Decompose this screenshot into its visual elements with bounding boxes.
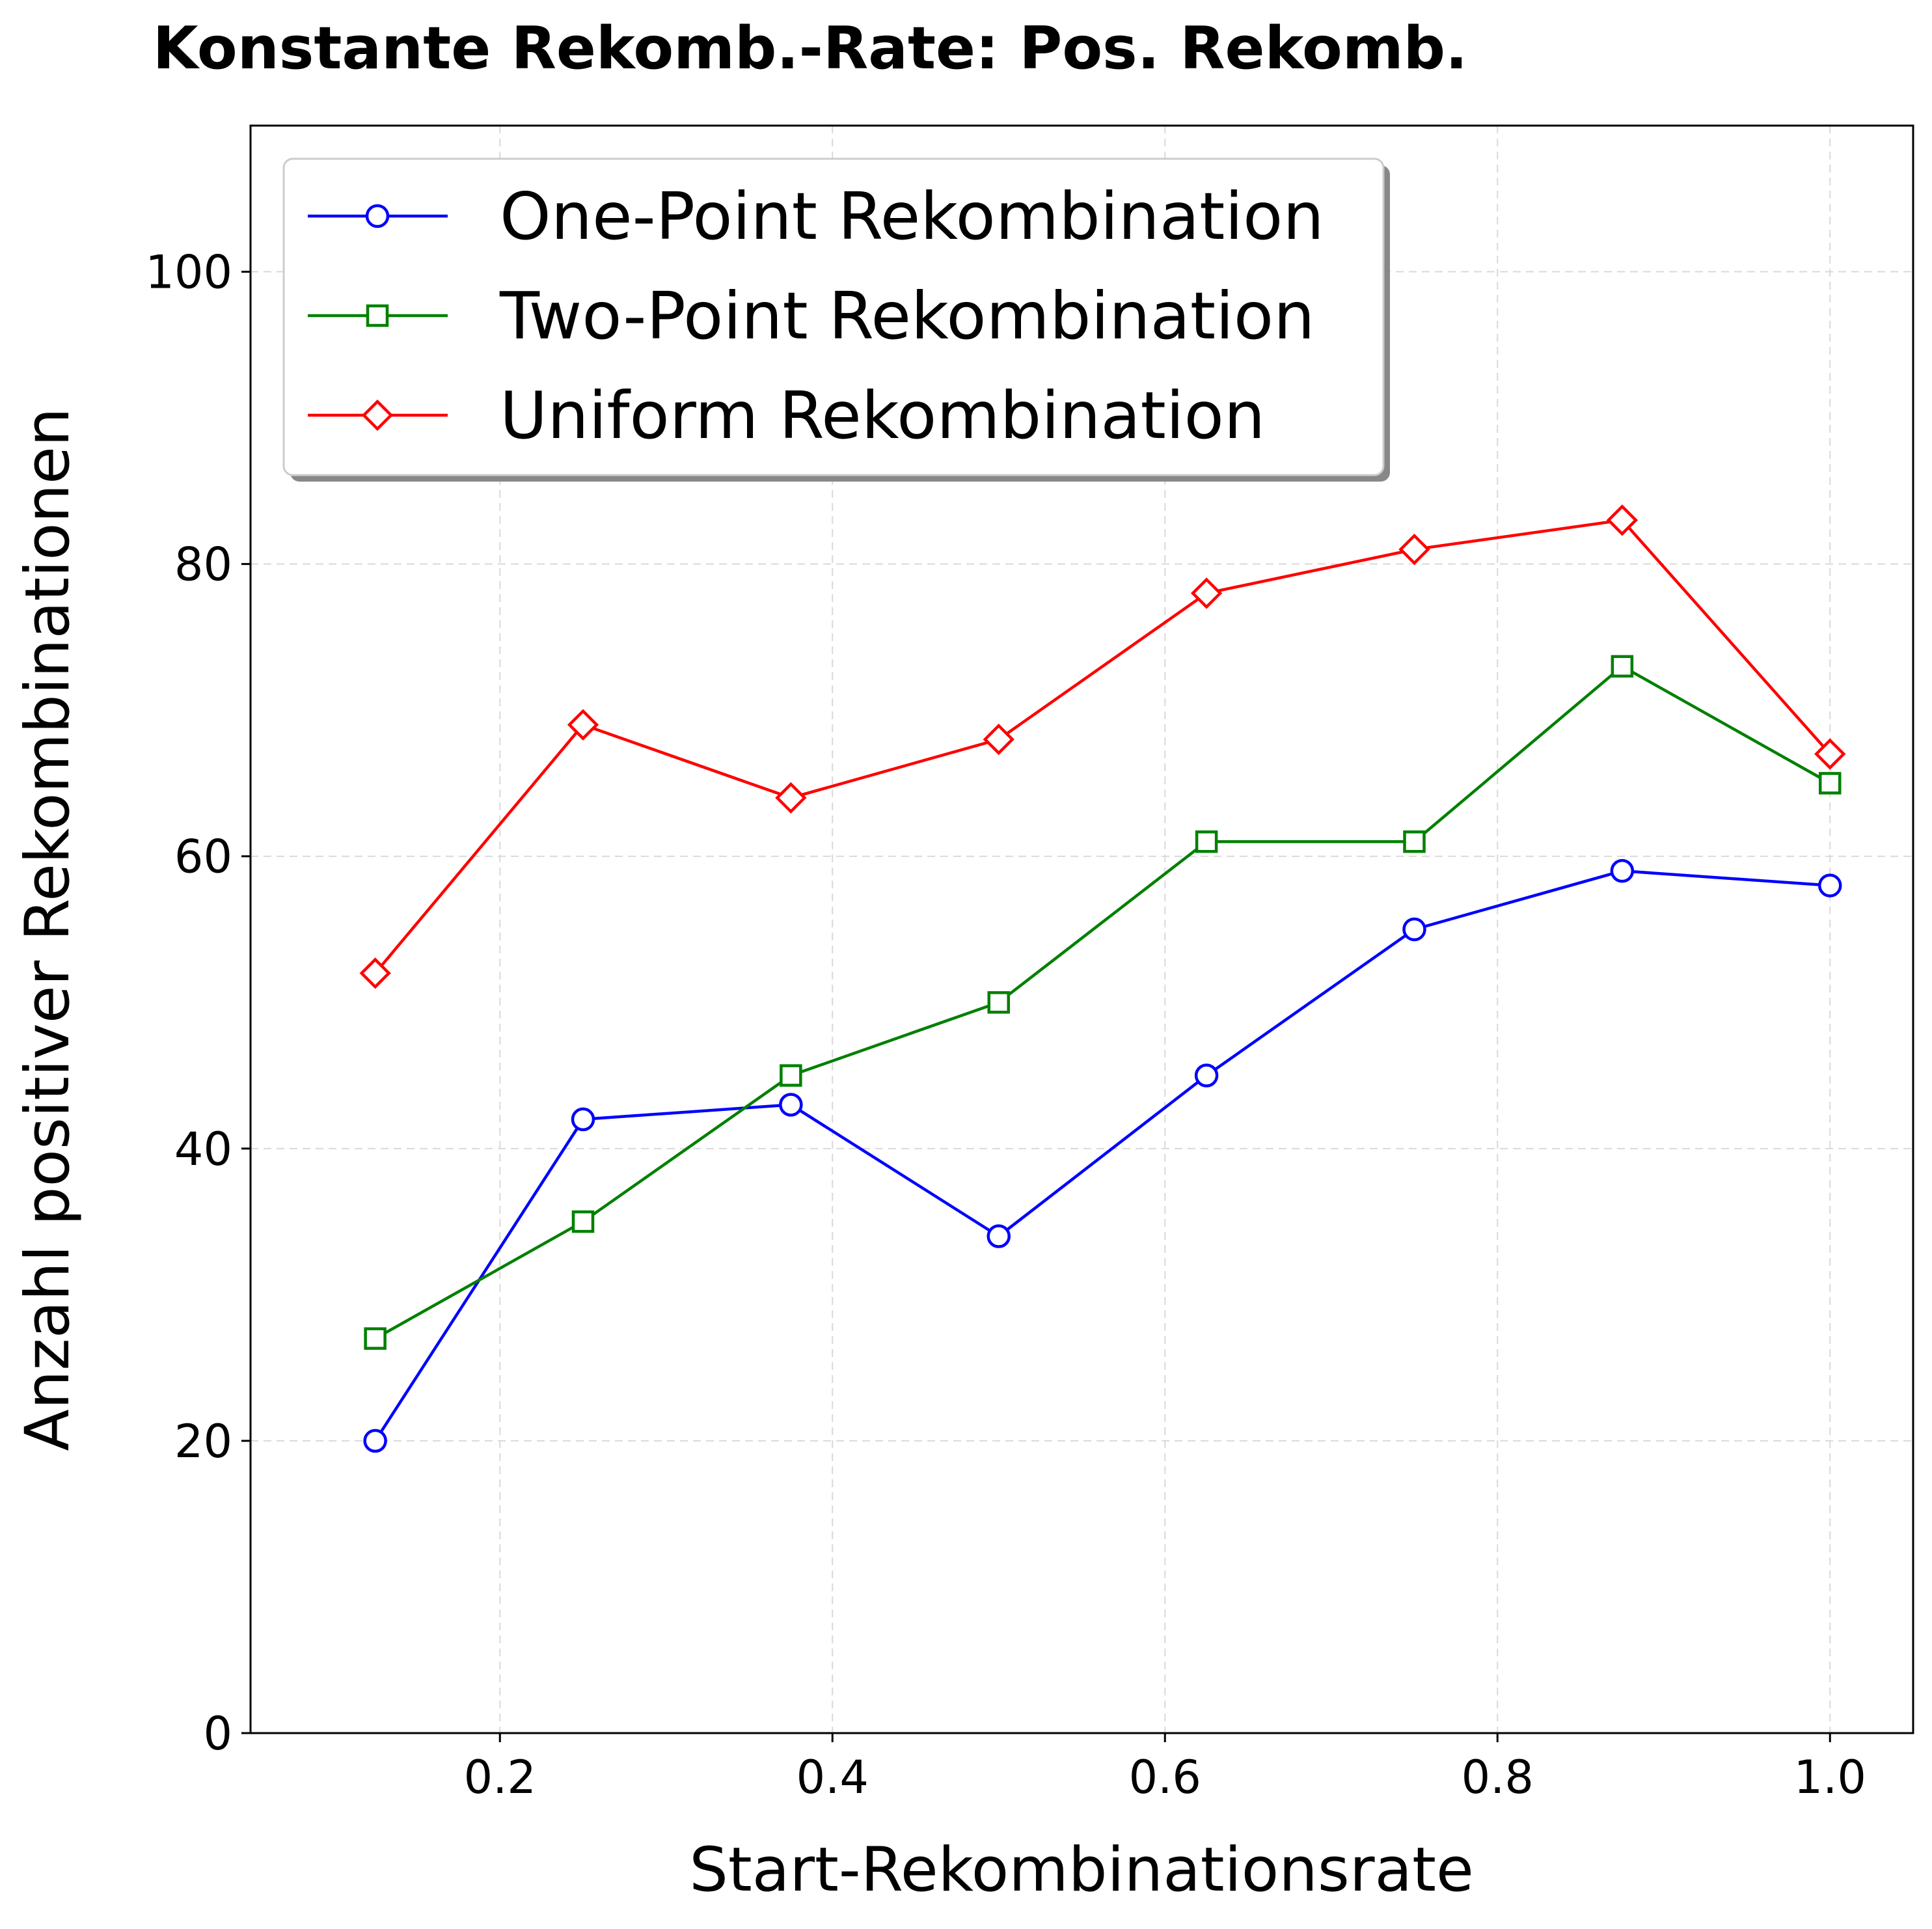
y-tick-label: 20 xyxy=(174,1415,232,1468)
data-point xyxy=(779,1093,803,1117)
data-point xyxy=(1403,830,1426,853)
plot-frame xyxy=(249,124,1914,1734)
x-tick-label: 0.8 xyxy=(1462,1751,1534,1804)
series-line xyxy=(374,519,1831,974)
data-point xyxy=(780,1064,802,1087)
legend-box xyxy=(282,157,1385,476)
data-point xyxy=(571,1107,595,1132)
data-point xyxy=(1814,738,1846,770)
data-point xyxy=(1398,533,1430,566)
data-point xyxy=(1818,873,1842,897)
series-layer xyxy=(359,504,1846,1453)
legend-marker xyxy=(365,204,390,228)
data-point xyxy=(363,1429,387,1453)
legend-label: One-Point Rekombination xyxy=(500,178,1324,254)
x-tick-label: 1.0 xyxy=(1794,1751,1866,1804)
legend-item: Uniform Rekombination xyxy=(308,377,1265,454)
x-axis-label: Start-Rekombinationsrate xyxy=(689,1835,1474,1906)
chart-title: Konstante Rekomb.-Rate: Pos. Rekomb. xyxy=(153,14,1468,83)
series-line xyxy=(374,869,1830,1442)
data-point xyxy=(986,1224,1011,1248)
legend-item: One-Point Rekombination xyxy=(308,178,1324,254)
legend-item: Two-Point Rekombination xyxy=(308,278,1314,354)
data-point xyxy=(1194,1063,1219,1088)
x-tick-label: 0.6 xyxy=(1129,1751,1201,1804)
data-point xyxy=(571,1210,595,1233)
legend-label: Uniform Rekombination xyxy=(500,377,1265,454)
series-line xyxy=(374,664,1831,1340)
legend-label: Two-Point Rekombination xyxy=(499,278,1314,354)
data-point xyxy=(1190,577,1223,609)
legend-marker xyxy=(361,399,394,431)
data-point xyxy=(567,709,599,741)
data-point xyxy=(359,957,391,989)
legend-marker xyxy=(366,304,389,327)
data-point xyxy=(1611,655,1634,678)
data-point xyxy=(364,1327,387,1350)
y-tick-label: 60 xyxy=(174,830,232,884)
data-point xyxy=(1610,858,1635,883)
data-point xyxy=(983,723,1014,756)
y-tick-label: 80 xyxy=(174,538,232,592)
data-point xyxy=(1402,917,1426,942)
y-axis-label: Anzahl positiver Rekombinationen xyxy=(12,407,83,1451)
data-point xyxy=(1195,830,1218,853)
data-point xyxy=(1819,772,1842,795)
data-point xyxy=(775,782,807,814)
y-tick-label: 100 xyxy=(145,246,232,299)
x-tick-label: 0.4 xyxy=(796,1751,869,1804)
y-tick-label: 0 xyxy=(203,1707,232,1760)
data-point xyxy=(1606,504,1639,536)
x-tick-label: 0.2 xyxy=(464,1751,536,1804)
series-3 xyxy=(359,504,1846,989)
y-tick-label: 40 xyxy=(174,1123,232,1176)
axis-ticks: 0.2 0.4 0.6 0.8 1.0 0 20 40 60 80 100 xyxy=(145,246,1866,1804)
data-point xyxy=(987,991,1010,1014)
series-1 xyxy=(363,858,1842,1453)
legend: One-Point Rekombination Two-Point Rekombi… xyxy=(282,157,1390,482)
series-2 xyxy=(364,655,1842,1350)
